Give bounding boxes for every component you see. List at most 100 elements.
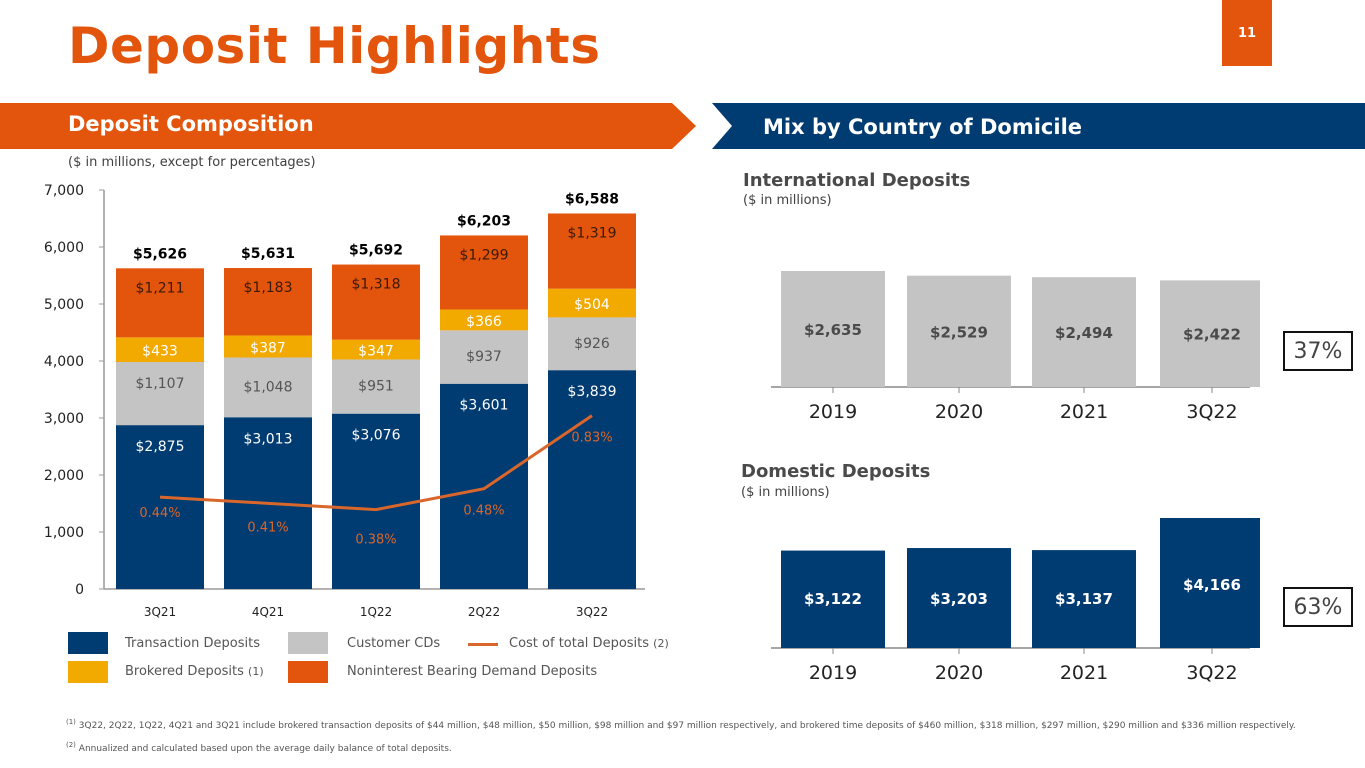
x-tick-label: 2020 bbox=[935, 662, 983, 684]
legend-item-brokered bbox=[68, 661, 108, 683]
bar bbox=[781, 271, 885, 387]
y-tick-label: 2,000 bbox=[44, 468, 84, 484]
x-tick-label: 2019 bbox=[809, 401, 857, 423]
footnote-1-text: 3Q22, 2Q22, 1Q22, 4Q21 and 3Q21 include … bbox=[75, 721, 1296, 731]
x-tick-label: 3Q22 bbox=[576, 605, 608, 619]
footnote-1-marker: (1) bbox=[66, 718, 76, 726]
bar bbox=[1032, 550, 1136, 648]
bar-value-label: $3,076 bbox=[352, 428, 401, 444]
bar-segment-transaction-deposits bbox=[116, 425, 204, 589]
cost-of-deposits-line bbox=[159, 414, 593, 512]
legend-swatch-transaction bbox=[68, 632, 108, 654]
total-label: $5,631 bbox=[241, 246, 295, 262]
legend-line-cost bbox=[468, 643, 498, 646]
banner-arrow-shape bbox=[0, 103, 696, 149]
legend-swatch-brokered bbox=[68, 661, 108, 683]
bar-value-label: $3,122 bbox=[804, 590, 862, 608]
bar-value-label: $1,211 bbox=[136, 280, 185, 296]
bar bbox=[1160, 518, 1260, 648]
y-tick-label: 7,000 bbox=[44, 183, 84, 199]
legend-label-brokered: Brokered Deposits (1) bbox=[125, 664, 264, 679]
page-title: Deposit Highlights bbox=[68, 17, 601, 75]
bar-segment-noninterest-bearing-demand-deposits bbox=[440, 235, 528, 310]
bar-value-label: $3,839 bbox=[568, 384, 617, 400]
bar-value-label: $2,529 bbox=[930, 323, 988, 341]
bar-value-label: $347 bbox=[358, 344, 394, 360]
bar-value-label: $2,875 bbox=[136, 439, 185, 455]
bar-segment-customer-cds bbox=[548, 317, 636, 371]
legend-label-transaction: Transaction Deposits bbox=[125, 636, 260, 651]
bar bbox=[907, 548, 1011, 648]
domestic-deposits-chart: $3,122 2019 $3,203 2020 $3,137 2021 $4,166 3Q22 bbox=[771, 518, 1260, 684]
bar bbox=[1160, 280, 1260, 387]
bar-value-label: $926 bbox=[574, 336, 610, 352]
bar-segment-brokered-deposits bbox=[440, 309, 528, 331]
y-tick-label: 5,000 bbox=[44, 297, 84, 313]
legend-label-cost: Cost of total Deposits (2) bbox=[509, 636, 669, 651]
total-label: $6,203 bbox=[457, 213, 511, 229]
x-tick-label: 4Q21 bbox=[252, 605, 284, 619]
bar-segment-transaction-deposits bbox=[548, 370, 636, 589]
bar-value-label: $433 bbox=[142, 344, 178, 360]
bar-segment-transaction-deposits bbox=[332, 413, 420, 589]
total-label: $5,626 bbox=[133, 246, 187, 262]
y-tick-label: 3,000 bbox=[44, 411, 84, 427]
bar bbox=[781, 550, 885, 648]
legend-brokered-note: (1) bbox=[248, 665, 264, 678]
legend-label-customer-cds: Customer CDs bbox=[347, 636, 441, 651]
cost-pct-label: 0.38% bbox=[355, 533, 396, 548]
mix-by-country-title: Mix by Country of Domicile bbox=[763, 115, 1083, 139]
bar-segment-customer-cds bbox=[116, 362, 204, 426]
bar-segment-brokered-deposits bbox=[116, 337, 204, 363]
legend-item-noninterest bbox=[288, 661, 328, 683]
cost-pct-label: 0.83% bbox=[571, 431, 612, 446]
bar-value-label: $1,048 bbox=[244, 379, 293, 395]
bar-segment-noninterest-bearing-demand-deposits bbox=[224, 268, 312, 336]
x-tick-label: 2021 bbox=[1060, 662, 1108, 684]
bar-value-label: $1,318 bbox=[352, 277, 401, 293]
international-deposits-chart: $2,635 2019 $2,529 2020 $2,494 2021 $2,422 3Q22 bbox=[771, 271, 1260, 423]
total-label: $5,692 bbox=[349, 243, 403, 259]
domestic-title: Domestic Deposits bbox=[741, 461, 931, 482]
legend-item-customer-cds bbox=[288, 632, 328, 654]
bar-segment-noninterest-bearing-demand-deposits bbox=[332, 264, 420, 340]
bar-value-label: $3,601 bbox=[460, 398, 509, 414]
legend-brokered-text: Brokered Deposits bbox=[125, 664, 244, 679]
international-title: International Deposits bbox=[743, 170, 971, 191]
y-tick-label: 4,000 bbox=[44, 354, 84, 370]
footnote-2: (2) Annualized and calculated based upon… bbox=[66, 740, 1306, 755]
legend-cost-note: (2) bbox=[653, 637, 669, 650]
y-tick-label: 0 bbox=[75, 582, 84, 598]
bar-value-label: $4,166 bbox=[1183, 576, 1241, 594]
cost-pct-label: 0.41% bbox=[247, 520, 288, 535]
bar-segment-customer-cds bbox=[332, 359, 420, 414]
bar-segment-noninterest-bearing-demand-deposits bbox=[116, 268, 204, 338]
bar bbox=[1032, 277, 1136, 387]
cost-pct-label: 0.44% bbox=[139, 506, 180, 521]
bar-segment-brokered-deposits bbox=[548, 288, 636, 318]
x-tick-label: 3Q21 bbox=[144, 605, 176, 619]
bar-segment-customer-cds bbox=[440, 330, 528, 384]
banner-chevron-shape bbox=[712, 103, 1365, 149]
deposit-composition-chart: 0 1,000 2,000 3,000 4,000 5,000 6,000 7,000 $2,8… bbox=[44, 183, 645, 619]
bar-value-label: $2,635 bbox=[804, 321, 862, 339]
legend-label-noninterest: Noninterest Bearing Demand Deposits bbox=[347, 664, 598, 679]
bar-value-label: $1,299 bbox=[460, 247, 509, 263]
bar-value-label: $3,137 bbox=[1055, 590, 1113, 608]
bar-value-label: $2,494 bbox=[1055, 324, 1113, 342]
x-tick-label: 1Q22 bbox=[360, 605, 392, 619]
footnote-2-text: Annualized and calculated based upon the… bbox=[75, 744, 452, 754]
bar-value-label: $1,183 bbox=[244, 280, 293, 296]
legend-swatch-noninterest bbox=[288, 661, 328, 683]
legend-item-transaction bbox=[68, 632, 108, 654]
y-tick-label: 1,000 bbox=[44, 525, 84, 541]
bar-value-label: $387 bbox=[250, 340, 286, 356]
legend-cost-text: Cost of total Deposits bbox=[509, 636, 650, 651]
domestic-units: ($ in millions) bbox=[741, 485, 830, 500]
international-share-box: 37% bbox=[1283, 331, 1353, 371]
bar-segment-noninterest-bearing-demand-deposits bbox=[548, 213, 636, 289]
y-tick-label: 6,000 bbox=[44, 240, 84, 256]
bar-segment-customer-cds bbox=[224, 357, 312, 418]
x-tick-label: 2Q22 bbox=[468, 605, 500, 619]
bar bbox=[907, 275, 1011, 387]
